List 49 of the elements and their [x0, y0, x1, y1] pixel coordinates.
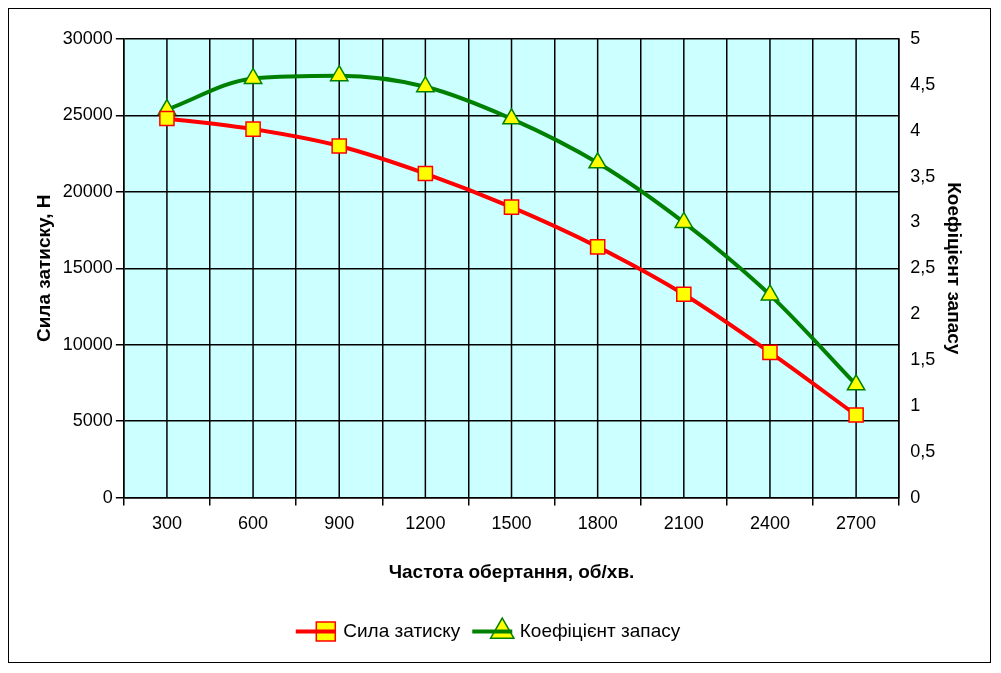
x-tick-label: 300 — [151, 513, 182, 534]
x-tick-label: 600 — [238, 513, 269, 534]
x-tick-label: 2400 — [749, 513, 790, 534]
y-tick-label: 25000 — [62, 104, 113, 125]
point — [675, 286, 692, 303]
y-tick-label: 10000 — [62, 333, 113, 354]
point — [502, 108, 521, 125]
x-tick-label: 1200 — [405, 513, 446, 534]
y2-tick-label: 2 — [910, 303, 921, 324]
y-axis-title: Сила затиску, Н — [32, 194, 54, 343]
point — [329, 64, 349, 82]
point — [848, 407, 864, 423]
x-axis-title: Частота обертання, об/хв. — [388, 560, 635, 582]
x-tick-label: 1800 — [577, 513, 618, 534]
y2-tick-label: 0 — [910, 486, 921, 507]
legend-label: Коефіцієнт запасу — [519, 619, 681, 641]
y2-tick-label: 3,5 — [910, 165, 936, 186]
legend-label: Сила затиску — [343, 619, 461, 641]
x-tick-label: 2100 — [663, 513, 704, 534]
y-tick-label: 20000 — [62, 180, 113, 201]
y2-tick-label: 5 — [910, 27, 921, 48]
y-tick-label: 15000 — [62, 257, 113, 278]
point — [846, 374, 866, 391]
y2-tick-label: 3 — [910, 211, 921, 232]
point — [417, 165, 434, 182]
y2-tick-label: 1 — [910, 394, 921, 415]
point — [588, 152, 608, 169]
point — [415, 75, 435, 93]
y-tick-label: 5000 — [72, 410, 113, 431]
point — [503, 199, 520, 215]
y2-axis-title: Коефіцієнт запасу — [944, 182, 966, 355]
y2-tick-label: 4,5 — [910, 73, 936, 94]
point — [245, 121, 261, 138]
y2-tick-label: 0,5 — [910, 440, 936, 461]
point — [674, 211, 694, 229]
point — [760, 284, 780, 301]
point — [159, 110, 175, 127]
point — [589, 239, 606, 255]
x-tick-label: 900 — [324, 513, 355, 534]
y2-tick-label: 1,5 — [910, 348, 936, 369]
y2-tick-label: 4 — [910, 119, 921, 140]
point — [331, 138, 348, 154]
y-tick-label: 0 — [102, 486, 113, 507]
y-tick-label: 30000 — [62, 27, 113, 48]
x-tick-label: 1500 — [491, 513, 532, 534]
y2-tick-label: 2,5 — [910, 257, 936, 278]
x-tick-label: 2700 — [836, 513, 877, 534]
point — [762, 344, 778, 361]
point — [243, 67, 263, 85]
